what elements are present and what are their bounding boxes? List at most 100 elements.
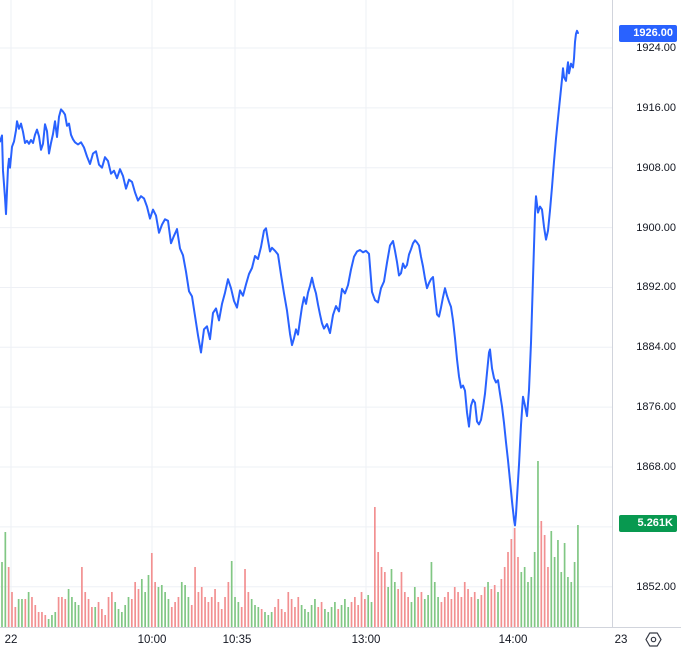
volume-bar: [31, 597, 33, 627]
volume-bar: [330, 607, 333, 627]
time-axis[interactable]: 22 10:00 10:35 13:00 14:00 23: [0, 628, 681, 655]
volume-bar: [104, 615, 107, 627]
volume-bar: [543, 535, 546, 627]
volume-bar: [74, 602, 77, 627]
volume-bar: [540, 521, 543, 627]
volume-bar: [177, 597, 180, 627]
volume-bar: [383, 572, 386, 627]
volume-bar: [81, 567, 83, 627]
volume-bar: [420, 592, 423, 627]
volume-bar: [130, 599, 133, 627]
volume-bar: [510, 539, 513, 627]
volume-bar: [284, 612, 286, 627]
volume-bar: [21, 599, 23, 627]
volume-bar: [220, 609, 223, 627]
volume-bar: [214, 589, 216, 627]
volume-bar: [337, 609, 340, 627]
price-line-series: [0, 29, 579, 527]
volume-bar: [24, 599, 27, 627]
volume-bar: [427, 595, 429, 627]
volume-bar: [230, 561, 233, 627]
volume-bar: [460, 597, 463, 627]
volume-bar: [267, 615, 270, 627]
volume-bar: [91, 607, 93, 627]
volume-bar: [377, 552, 380, 627]
volume-bar: [477, 599, 479, 627]
volume-bar: [51, 615, 53, 627]
volume-bar: [493, 585, 496, 627]
volume-bar: [200, 587, 203, 627]
volume-bar: [27, 592, 30, 627]
volume-bar: [297, 597, 300, 627]
volume-bar: [217, 602, 220, 627]
last-price-badge: 1926.00: [619, 24, 677, 42]
volume-bar: [450, 599, 453, 627]
volume-bar: [520, 572, 523, 627]
settings-gear-icon[interactable]: [645, 631, 662, 648]
volume-bar: [387, 587, 390, 627]
volume-bar: [430, 562, 433, 627]
volume-bar: [340, 605, 343, 627]
volume-bar: [270, 612, 273, 627]
volume-bar: [527, 582, 529, 627]
volume-bar: [44, 615, 47, 627]
volume-bar: [111, 592, 113, 627]
volume-bar: [393, 582, 396, 627]
volume-bar: [500, 579, 503, 627]
volume-bar: [417, 597, 419, 627]
volume-bar: [197, 592, 200, 627]
price-axis[interactable]: 1926.00 5.261K 1924.00 1916.00 1908.00 1900…: [613, 0, 681, 627]
volume-bar: [380, 567, 383, 627]
volume-bar: [300, 605, 303, 627]
volume-bar: [547, 567, 549, 627]
volume-bar: [71, 597, 73, 627]
volume-bar: [457, 592, 459, 627]
volume-bar: [320, 602, 323, 627]
volume-bar: [413, 587, 416, 627]
volume-bar: [41, 612, 43, 627]
volume-bar: [310, 605, 313, 627]
price-tick-label: 1900.00: [636, 221, 676, 234]
time-tick-label: 22: [4, 634, 18, 646]
volume-bar: [134, 582, 137, 627]
volume-bar: [210, 597, 213, 627]
volume-bar: [497, 592, 499, 627]
volume-bar: [480, 595, 483, 627]
volume-bar: [54, 612, 57, 627]
volume-bar: [490, 589, 493, 627]
volume-bar: [324, 609, 326, 627]
volume-bar: [567, 577, 569, 627]
volume-bar: [260, 609, 263, 627]
volume-bar: [453, 587, 456, 627]
volume-bar: [237, 602, 240, 627]
time-tick-label: 10:00: [137, 634, 167, 646]
volume-bar: [577, 525, 579, 627]
volume-bar: [184, 585, 186, 627]
volume-bar: [557, 540, 559, 627]
volume-bar: [57, 597, 60, 627]
volume-bar: [360, 592, 363, 627]
volume-bar: [410, 602, 413, 627]
volume-bar: [513, 528, 516, 627]
volume-bar: [357, 605, 360, 627]
volume-bar: [94, 607, 97, 627]
volume-bar: [160, 585, 163, 627]
volume-bar: [224, 597, 226, 627]
volume-bar: [84, 592, 87, 627]
volume-bar: [463, 582, 466, 627]
volume-bar: [127, 597, 130, 627]
volume-bar: [244, 569, 246, 627]
volume-bar: [147, 575, 150, 627]
volume-bar: [240, 607, 243, 627]
volume-bar: [157, 587, 160, 627]
volume-bar: [317, 607, 320, 627]
volume-bar: [164, 592, 166, 627]
volume-bar: [507, 552, 509, 627]
volume-bar: [234, 597, 236, 627]
volume-bar: [344, 599, 346, 627]
volume-bar: [4, 532, 7, 627]
volume-bar: [573, 562, 576, 627]
price-tick-label: 1884.00: [636, 341, 676, 354]
